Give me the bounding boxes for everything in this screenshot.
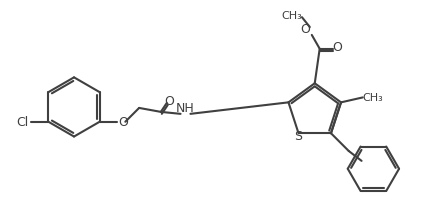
Text: O: O [118, 116, 128, 129]
Text: Cl: Cl [17, 116, 29, 129]
Text: NH: NH [176, 102, 195, 115]
Text: O: O [333, 41, 343, 54]
Text: O: O [164, 94, 173, 107]
Text: S: S [294, 129, 302, 142]
Text: CH₃: CH₃ [362, 93, 383, 103]
Text: O: O [300, 23, 310, 36]
Text: CH₃: CH₃ [282, 11, 302, 21]
